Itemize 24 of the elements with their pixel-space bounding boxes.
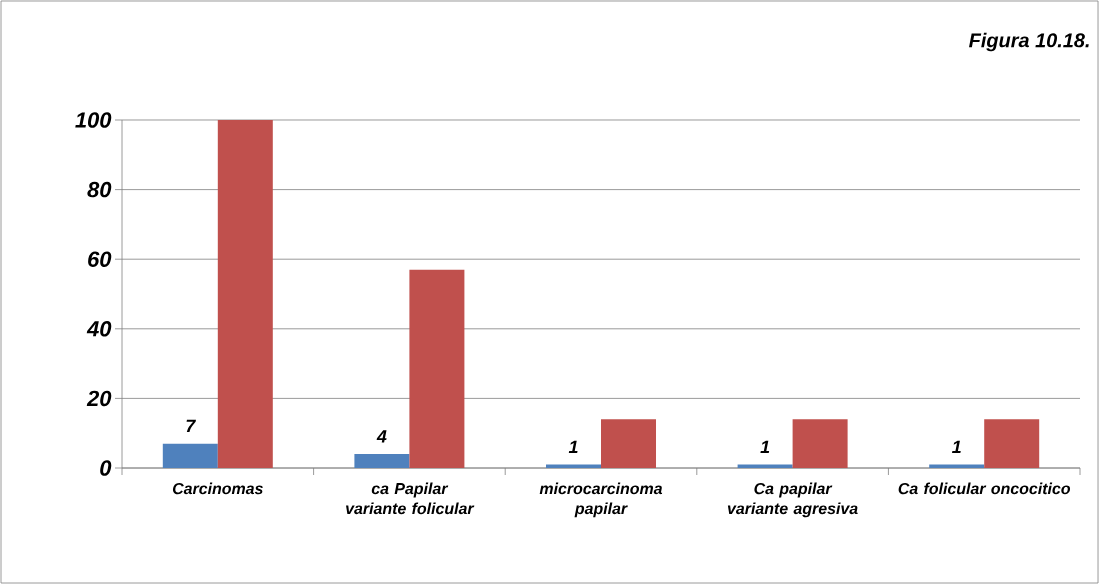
y-tick-label: 80 [87, 181, 112, 198]
y-tick-label: 20 [86, 390, 112, 407]
y-tick-label: 0 [100, 460, 112, 476]
bar [162, 443, 218, 468]
bar [409, 269, 465, 468]
x-tick-label: Ca papilar variante agresiva [727, 482, 858, 518]
data-label: 1 [952, 440, 961, 453]
data-label: 1 [760, 440, 770, 453]
bar [984, 419, 1040, 468]
x-tick-label: microcarcinoma papilar [539, 482, 663, 518]
x-tick-label: Carcinomas [172, 482, 263, 495]
y-tick-label: 100 [75, 112, 112, 128]
data-label: 1 [568, 440, 578, 453]
bar [792, 419, 848, 468]
chart-title: Figura 10.18. [969, 32, 1089, 52]
bar [601, 419, 656, 468]
y-tick-label: 40 [86, 321, 112, 337]
x-tick-label: ca Papilar variante folicular [346, 482, 475, 515]
x-tick-label: Ca folicular oncocitico [898, 482, 1071, 495]
y-tick-label: 60 [88, 251, 112, 267]
data-label: 4 [376, 430, 387, 443]
data-label: 7 [186, 419, 196, 433]
bar [354, 454, 410, 468]
bar [217, 120, 273, 468]
